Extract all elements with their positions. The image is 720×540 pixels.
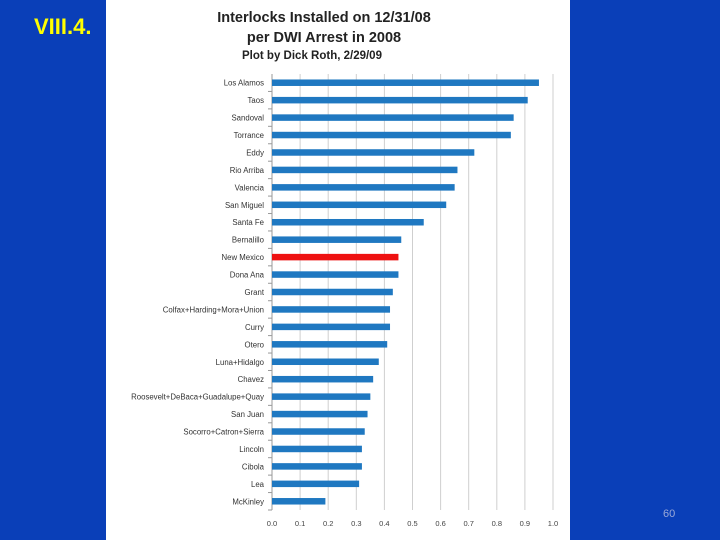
bar: [272, 445, 362, 453]
category-label: Dona Ana: [230, 271, 265, 280]
bar: [272, 323, 391, 331]
x-tick-label: 0.2: [323, 519, 333, 528]
bar: [272, 480, 360, 488]
bar: [272, 184, 455, 191]
bar-chart: Interlocks Installed on 12/31/08 per DWI…: [131, 10, 558, 528]
category-label: Taos: [248, 96, 265, 105]
category-label: Chavez: [238, 375, 265, 384]
x-axis-ticks: 0.0 0.1 0.2 0.3 0.4 0.5 0.6 0.7 0.8 0.9 1.0: [267, 90, 558, 528]
category-label: Lea: [251, 480, 265, 489]
chart-subtitle: Plot by Dick Roth, 2/29/09: [242, 50, 382, 62]
category-label: New Mexico: [222, 253, 265, 262]
category-label: Curry: [245, 323, 264, 332]
slide-section-label: VIII.4.: [34, 14, 92, 39]
category-label: Lincoln: [239, 445, 264, 454]
bar: [272, 218, 424, 226]
category-label: Grant: [245, 288, 265, 297]
category-label: Socorro+Catron+Sierra: [183, 428, 264, 437]
x-tick-label: 0.1: [295, 519, 305, 528]
x-tick-label: 0.8: [492, 519, 502, 528]
bars: [272, 79, 539, 505]
x-tick-label: 0.0: [267, 519, 277, 528]
bar: [272, 149, 475, 156]
bar: [272, 79, 539, 86]
bar: [272, 393, 371, 400]
bar: [272, 341, 388, 348]
bar: [272, 306, 391, 313]
category-labels: Los Alamos Taos Sandoval Torrance Eddy Rio Ar…: [131, 79, 265, 507]
bar: [272, 410, 368, 418]
chart-title-line-2: per DWI Arrest in 2008: [247, 30, 401, 46]
bar: [272, 375, 374, 383]
category-label: Los Alamos: [224, 79, 264, 88]
bar: [272, 166, 458, 174]
category-label: San Juan: [231, 410, 264, 419]
x-tick-label: 0.7: [463, 519, 473, 528]
x-tick-label: 0.3: [351, 519, 361, 528]
category-label: Colfax+Harding+Mora+Union: [163, 305, 264, 314]
page-number: 60: [663, 508, 676, 520]
bar: [272, 498, 326, 505]
chart-panel: Interlocks Installed on 12/31/08 per DWI…: [106, 0, 570, 540]
bar: [272, 96, 528, 104]
category-label: McKinley: [232, 497, 264, 506]
x-tick-label: 0.6: [435, 519, 445, 528]
category-label: Roosevelt+DeBaca+Guadalupe+Quay: [131, 393, 264, 402]
category-label: Otero: [245, 340, 265, 349]
bar: [272, 114, 514, 121]
category-label: Valencia: [235, 183, 265, 192]
bar: [272, 463, 362, 470]
category-label: Bernalillo: [232, 236, 265, 245]
bar: [272, 428, 365, 435]
bar: [272, 358, 379, 366]
category-label: Sandoval: [231, 114, 264, 123]
category-label: Cibola: [242, 462, 265, 471]
category-label: San Miguel: [225, 201, 264, 210]
bar-highlight: [272, 253, 399, 261]
bar: [272, 201, 447, 209]
category-label: Torrance: [234, 131, 264, 140]
bar: [272, 288, 393, 296]
x-tick-label: 1.0: [548, 519, 558, 528]
chart-title-line-1: Interlocks Installed on 12/31/08: [217, 10, 431, 26]
category-label: Rio Arriba: [230, 166, 265, 175]
category-label: Eddy: [246, 148, 264, 157]
bar: [272, 271, 399, 278]
category-label: Santa Fe: [232, 218, 264, 227]
x-tick-label: 0.5: [407, 519, 417, 528]
category-label: Luna+Hidalgo: [216, 358, 265, 367]
x-tick-label: 0.9: [520, 519, 530, 528]
bar: [272, 236, 402, 243]
x-tick-label: 0.4: [379, 519, 389, 528]
bar: [272, 131, 511, 139]
